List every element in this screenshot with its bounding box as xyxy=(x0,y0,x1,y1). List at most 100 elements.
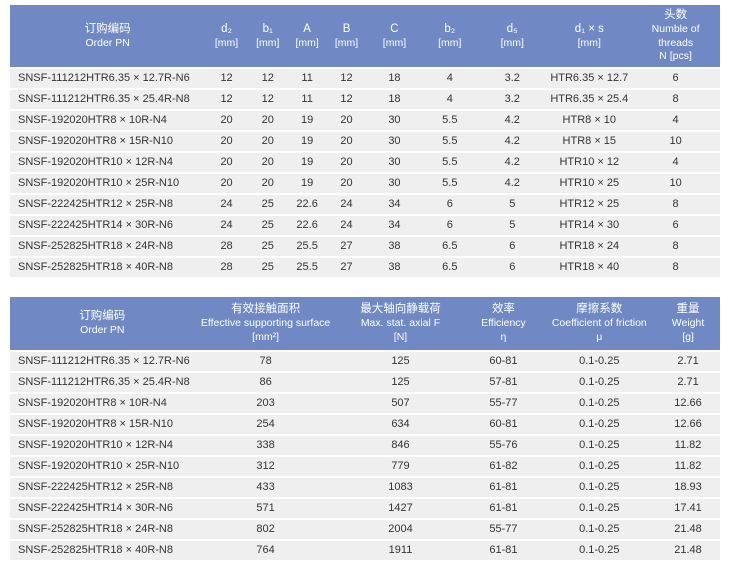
cell-c: 18 xyxy=(366,89,423,109)
table-row: SNSF-252825HTR18 × 24R-N8 28 25 25.5 27 38 6.5… xyxy=(10,236,720,256)
table-row: SNSF-252825HTR18 × 40R-N8 764 1911 61-81 0.1… xyxy=(10,540,720,560)
cell-efficiency: 61-82 xyxy=(464,456,543,476)
column-header-line: Order PN xyxy=(80,324,125,336)
cell-c: 38 xyxy=(366,257,423,277)
cell-weight: 12.66 xyxy=(656,393,720,413)
cell-axial-load: 2004 xyxy=(336,519,465,539)
column-header-line: [N] xyxy=(393,330,408,343)
table-row: SNSF-222425HTR14 × 30R-N6 24 25 22.6 24 34 6 5 H… xyxy=(10,215,720,235)
cell-weight: 11.82 xyxy=(656,456,720,476)
cell-efficiency: 55-77 xyxy=(464,393,543,413)
column-header-line: Coefficient of friction xyxy=(551,317,647,330)
cell-d5: 3.2 xyxy=(477,68,548,88)
cell-order-pn: SNSF-252825HTR18 × 24R-N8 xyxy=(10,236,206,256)
cell-threads: 4 xyxy=(631,110,720,130)
cell-surface: 571 xyxy=(194,498,337,518)
cell-order-pn: SNSF-192020HTR10 × 25R-N10 xyxy=(10,173,206,193)
cell-b1: 20 xyxy=(247,110,288,130)
cell-b: 20 xyxy=(326,131,367,151)
column-header-weight: 重量 Weight [g] xyxy=(656,296,720,350)
column-header-line: 头数 xyxy=(664,9,688,21)
cell-d1xs: HTR18 × 24 xyxy=(547,236,632,256)
cell-b1: 20 xyxy=(247,152,288,172)
cell-b2: 4 xyxy=(422,89,478,109)
cell-b: 12 xyxy=(326,68,367,88)
cell-d2: 24 xyxy=(205,194,248,214)
cell-weight: 18.93 xyxy=(656,477,720,497)
table-row: SNSF-222425HTR14 × 30R-N6 571 1427 61-81 0.1… xyxy=(10,498,720,518)
cell-d5: 4.2 xyxy=(477,110,548,130)
cell-d2: 28 xyxy=(205,257,248,277)
column-header-line: 摩擦系数 xyxy=(576,303,623,316)
cell-b2: 6 xyxy=(422,194,478,214)
column-header-b1: b₁ [mm] xyxy=(247,5,288,67)
cell-axial-load: 125 xyxy=(336,351,465,371)
cell-d1xs: HTR14 × 30 xyxy=(547,215,632,235)
cell-b1: 12 xyxy=(247,89,288,109)
column-header-line: 订购编码 xyxy=(79,310,126,323)
cell-b: 27 xyxy=(326,236,367,256)
cell-b2: 4 xyxy=(422,68,478,88)
cell-d5: 4.2 xyxy=(477,173,548,193)
cell-c: 30 xyxy=(366,110,423,130)
cell-weight: 21.48 xyxy=(656,519,720,539)
column-header-line: η xyxy=(500,330,507,343)
cell-d2: 24 xyxy=(205,215,248,235)
column-header-order-pn: 订购编码 Order PN xyxy=(10,5,206,67)
column-header-line: Numble of threads xyxy=(651,22,700,49)
cell-friction: 0.1-0.25 xyxy=(542,540,657,560)
cell-d1xs: HTR10 × 25 xyxy=(547,173,632,193)
table-row: SNSF-111212HTR6.35 × 12.7R-N6 78 125 60-81 0… xyxy=(10,351,720,371)
cell-efficiency: 60-81 xyxy=(464,414,543,434)
column-header-d2: d₂ [mm] xyxy=(205,5,248,67)
cell-d5: 4.2 xyxy=(477,152,548,172)
cell-axial-load: 125 xyxy=(336,372,465,392)
cell-b2: 5.5 xyxy=(422,131,478,151)
cell-order-pn: SNSF-192020HTR8 × 10R-N4 xyxy=(10,393,195,413)
cell-d1xs: HTR6.35 × 12.7 xyxy=(547,68,632,88)
column-header-line: 最大轴向静载荷 xyxy=(360,303,441,316)
column-header-line: [mm] xyxy=(577,36,601,49)
table-row: SNSF-111212HTR6.35 × 25.4R-N8 86 125 57-81 0… xyxy=(10,372,720,392)
cell-threads: 6 xyxy=(631,68,720,88)
cell-b: 24 xyxy=(326,194,367,214)
column-header-line: 重量 xyxy=(676,303,700,316)
cell-b2: 5.5 xyxy=(422,110,478,130)
cell-axial-load: 1083 xyxy=(336,477,465,497)
table-row: SNSF-111212HTR6.35 × 25.4R-N8 12 12 11 12 18 4… xyxy=(10,89,720,109)
cell-surface: 203 xyxy=(194,393,337,413)
column-header-efficiency: 效率 Efficiency η xyxy=(464,296,543,350)
cell-efficiency: 61-81 xyxy=(464,498,543,518)
column-header-line: b₁ xyxy=(262,22,273,35)
cell-surface: 338 xyxy=(194,435,337,455)
dimensions-table-header-row: 订购编码 Order PN d₂ [mm] b₁ [mm] A [mm] B [mm] C [mm] b… xyxy=(10,5,720,67)
column-header-line: C xyxy=(390,22,399,35)
cell-axial-load: 779 xyxy=(336,456,465,476)
column-header-order-pn: 订购编码 Order PN xyxy=(10,296,195,350)
column-header-surface: 有效接触面积 Effective supporting surface [mm²] xyxy=(194,296,337,350)
cell-surface: 254 xyxy=(194,414,337,434)
column-header-line: [mm] xyxy=(214,36,239,49)
column-header-line: [mm] xyxy=(334,36,359,49)
column-header-line: d₅ xyxy=(506,22,518,35)
performance-table: 订购编码 Order PN 有效接触面积 Effective supporting s… xyxy=(10,295,720,562)
cell-order-pn: SNSF-111212HTR6.35 × 25.4R-N8 xyxy=(10,89,206,109)
table-row: SNSF-222425HTR12 × 25R-N8 24 25 22.6 24 34 6 5 H… xyxy=(10,194,720,214)
cell-d2: 12 xyxy=(205,89,248,109)
dimensions-table-body: SNSF-111212HTR6.35 × 12.7R-N6 12 12 11 12 18 4… xyxy=(10,68,720,277)
cell-weight: 2.71 xyxy=(656,351,720,371)
cell-d5: 3.2 xyxy=(477,89,548,109)
cell-friction: 0.1-0.25 xyxy=(542,498,657,518)
cell-order-pn: SNSF-252825HTR18 × 40R-N8 xyxy=(10,257,206,277)
cell-weight: 21.48 xyxy=(656,540,720,560)
cell-d2: 28 xyxy=(205,236,248,256)
table-row: SNSF-192020HTR10 × 25R-N10 20 20 19 20 30 5.5 4… xyxy=(10,173,720,193)
cell-friction: 0.1-0.25 xyxy=(542,351,657,371)
dimensions-table: 订购编码 Order PN d₂ [mm] b₁ [mm] A [mm] B [mm] C [mm] b… xyxy=(10,3,720,279)
table-row: SNSF-252825HTR18 × 40R-N8 28 25 25.5 27 38 6.5… xyxy=(10,257,720,277)
cell-weight: 12.66 xyxy=(656,414,720,434)
column-header-a: A [mm] xyxy=(287,5,327,67)
cell-efficiency: 55-77 xyxy=(464,519,543,539)
cell-c: 18 xyxy=(366,68,423,88)
